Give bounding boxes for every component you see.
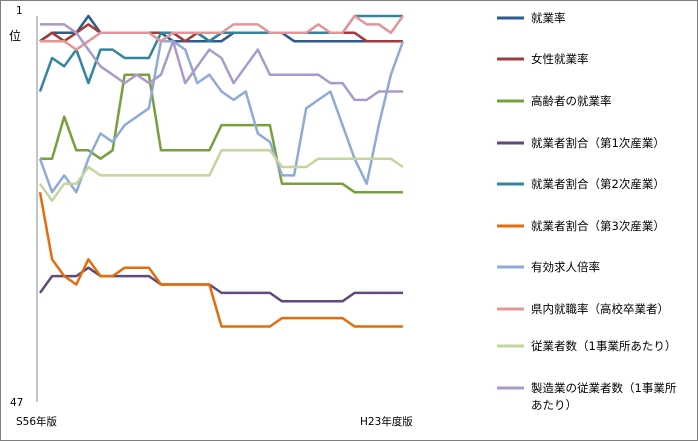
series-line-4 <box>38 266 403 303</box>
series-line-3 <box>40 73 403 194</box>
legend-label-2: 女性就業率 <box>531 52 589 66</box>
x-axis-end-label: H23年度版 <box>360 415 413 428</box>
legend-label-3: 高齢者の就業率 <box>531 94 612 108</box>
y-axis-top-label: 1 <box>16 5 23 17</box>
legend-label-5: 就業者割合（第2次産業） <box>531 177 665 191</box>
legend-label-6: 就業者割合（第3次産業） <box>531 219 665 233</box>
legend-label-10: 製造業の従業者数（1事業所あたり） <box>531 381 677 412</box>
legend-label-4: 就業者割合（第1次産業） <box>531 136 665 150</box>
y-axis-top-unit: 位 <box>9 28 21 43</box>
y-axis-bottom-label: 47 <box>10 397 23 409</box>
series-line-9 <box>38 149 404 202</box>
legend-label-7: 有効求人倍率 <box>531 260 600 274</box>
series-line-7 <box>38 39 405 194</box>
series-line-8 <box>40 14 405 51</box>
legend-label-8: 県内就職率（高校卒業者） <box>531 302 669 316</box>
series-line-6 <box>38 191 403 328</box>
x-axis-start-label: S56年版 <box>16 415 58 428</box>
series-group <box>38 14 405 328</box>
legend-label-1: 就業率 <box>531 11 566 25</box>
legend-label-9: 従業者数（1事業所あたり） <box>531 339 676 353</box>
series-line-10 <box>40 23 403 102</box>
